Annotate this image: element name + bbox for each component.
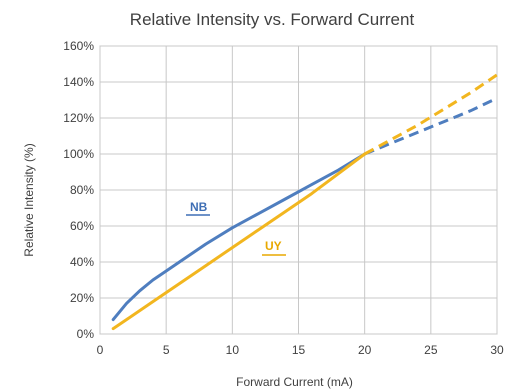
series-uy-extrapolation [363, 73, 498, 156]
x-tick-label: 15 [292, 343, 306, 357]
chart-title: Relative Intensity vs. Forward Current [130, 10, 415, 29]
series-nb-line [111, 152, 367, 322]
y-tick-label: 140% [63, 75, 94, 89]
x-tick-label: 30 [490, 343, 504, 357]
y-axis-label: Relative Intensity (%) [22, 143, 36, 256]
x-tick-label: 0 [97, 343, 104, 357]
x-tick-label: 20 [358, 343, 372, 357]
x-tick-label: 25 [424, 343, 438, 357]
series-uy-line [111, 152, 367, 331]
y-tick-label: 120% [63, 111, 94, 125]
y-tick-label: 100% [63, 147, 94, 161]
y-tick-label: 60% [70, 219, 94, 233]
y-tick-label: 80% [70, 183, 94, 197]
y-tick-label: 160% [63, 39, 94, 53]
x-axis-label: Forward Current (mA) [236, 375, 353, 389]
y-tick-label: 20% [70, 291, 94, 305]
series-nb-label: NB [190, 200, 208, 214]
series-uy-label: UY [265, 239, 282, 253]
series-nb-extrapolation [364, 96, 498, 156]
x-tick-label: 5 [163, 343, 170, 357]
series-layer [111, 73, 498, 331]
y-tick-label: 0% [77, 327, 95, 341]
y-tick-label: 40% [70, 255, 94, 269]
label-layer: 0 5 10 15 20 25 30 0% 20% 40% 60% 80% 100% 120% 140% 16… [63, 39, 504, 357]
x-tick-label: 10 [226, 343, 240, 357]
grid-layer [99, 45, 498, 335]
